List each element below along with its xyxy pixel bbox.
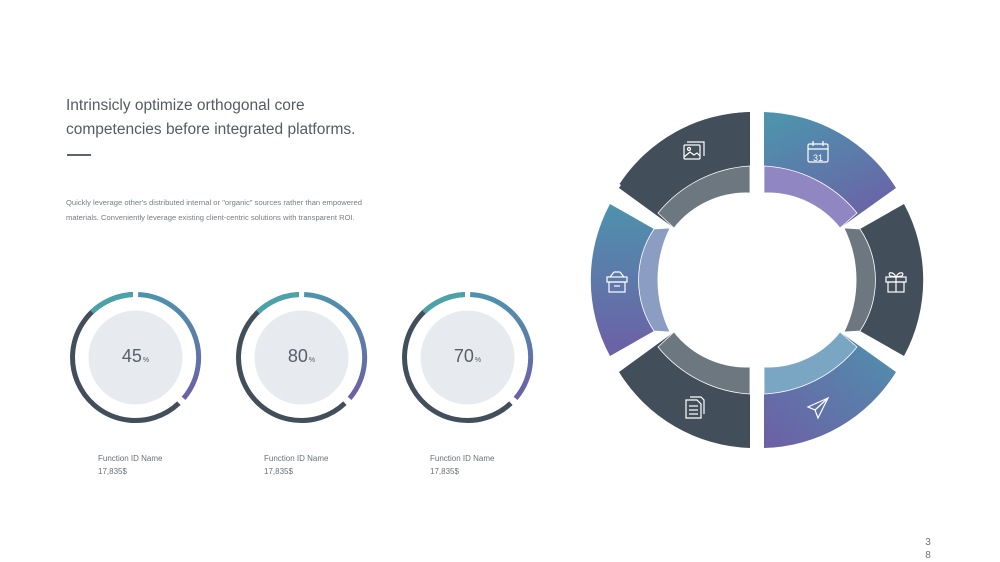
ring-segment-shape [619,112,750,228]
function-amount: 17,835$ [98,467,127,476]
ring-segment-bottom-left [619,331,751,448]
ring-segment-shape [860,204,924,356]
gift-icon [885,272,907,293]
donut-value-number: 45 [121,346,142,366]
page-number-digit-2: 8 [925,550,931,561]
function-name: Function ID Name [264,454,329,463]
donut-center [88,310,183,405]
body-paragraph: Quickly leverage other's distributed int… [66,198,362,222]
archive-box-icon [606,271,628,293]
ring-segment-top-left [619,112,751,229]
ring-segment-bottom-right [763,331,896,448]
ring-segment-inner-band [657,331,751,395]
headline-line-1: Intrinsicly optimize orthogonal core [66,97,305,114]
donut-value: 70% [400,346,535,371]
function-name: Function ID Name [98,454,163,463]
donut-chart-3: 70% [400,290,535,425]
donut-value: 45% [68,346,203,371]
donut-value-number: 80 [287,346,308,366]
function-caption-2: Function ID Name 17,835$ [264,452,384,478]
ring-segment-shape [764,332,896,448]
ring-segment-inner-band [843,227,876,333]
calendar-icon-number: 31 [813,153,823,163]
ring-segment-inner-band [763,165,858,229]
donut-value-unit: % [474,357,482,364]
headline: Intrinsicly optimize orthogonal core com… [66,94,406,142]
headline-line-2: competencies before integrated platforms… [66,121,356,138]
ring-segment-shape [764,112,896,228]
donut-svg [236,292,368,423]
ring-segment-top-right [763,112,896,229]
cycle-ring-diagram: 31 [586,110,926,450]
calendar-icon [807,141,829,163]
donut-center [254,310,349,405]
image-gallery-icon [683,141,705,160]
donut-value: 80% [234,346,369,371]
donut-progress-arc [138,292,202,401]
ring-segment-shape [590,204,654,356]
ring-segment-left [590,204,671,356]
donut-accent-arc [256,292,300,314]
function-caption-1: Function ID Name 17,835$ [98,452,218,478]
function-amount: 17,835$ [264,467,293,476]
ring-segment-shape [619,332,750,448]
ring-segment-inner-band [657,165,751,229]
donut-center [420,310,515,405]
paper-plane-icon [806,396,830,420]
headline-underline [67,154,91,156]
donut-value-unit: % [308,357,316,364]
ring-segment-inner-band [638,227,671,333]
function-name: Function ID Name [430,454,495,463]
donut-chart-1: 45% [68,290,203,425]
ring-segment-inner-band [763,331,858,395]
cycle-ring-svg: 31 [590,112,924,448]
documents-icon [685,396,705,419]
page-number-digit-1: 3 [925,537,931,548]
donut-svg [402,292,534,423]
donut-svg [70,292,202,423]
page-number: 3 8 [922,536,934,562]
donut-progress-arc [470,292,534,401]
donut-value-number: 70 [453,346,474,366]
function-caption-3: Function ID Name 17,835$ [430,452,550,478]
donut-accent-arc [90,292,134,314]
donut-progress-arc [304,292,368,401]
donut-chart-2: 80% [234,290,369,425]
function-amount: 17,835$ [430,467,459,476]
ring-segment-right [843,204,924,356]
donut-accent-arc [422,292,466,314]
donut-value-unit: % [142,357,150,364]
